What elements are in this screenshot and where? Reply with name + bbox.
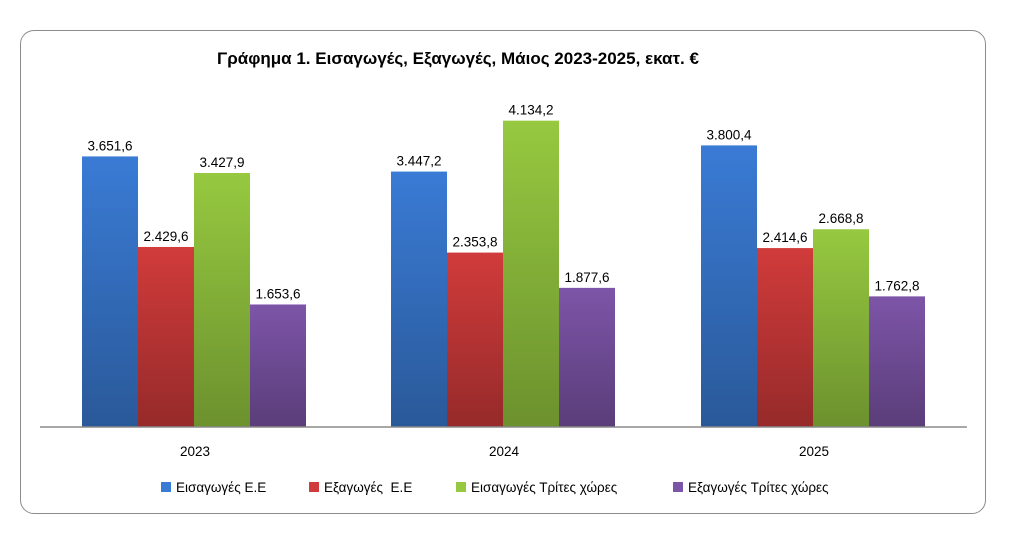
bar-2025-series-2 [757,248,813,427]
legend-label-3: Εισαγωγές Τρίτες χώρες [471,480,618,495]
legend-swatch-2 [309,482,319,492]
legend-label-4: Εξαγωγές Τρίτες χώρες [688,480,829,495]
bar-2024-series-1 [391,171,447,427]
legend-label-2: Εξαγωγές Ε.Ε [324,480,412,495]
x-tick-label-2024: 2024 [489,444,520,459]
data-label-2023-series-2: 2.429,6 [143,229,188,244]
data-label-2025-series-2: 2.414,6 [762,230,807,245]
bar-2025-series-3 [813,229,869,427]
chart-title: Γράφημα 1. Εισαγωγές, Εξαγωγές, Μάιος 20… [217,49,699,68]
x-tick-label-2023: 2023 [180,444,210,459]
data-label-2024-series-1: 3.447,2 [396,154,441,169]
legend-swatch-4 [673,482,683,492]
data-labels-group: 3.651,6 2.429,6 3.427,9 1.653,6 3.447,2 2.353… [87,103,919,302]
legend-label-1: Εισαγωγές Ε.Ε [176,480,266,495]
x-tick-label-2025: 2025 [799,444,829,459]
bar-2023-series-3 [194,172,250,427]
data-label-2025-series-3: 2.668,8 [818,211,863,226]
bar-2024-series-4 [559,287,615,427]
data-label-2024-series-3: 4.134,2 [508,103,553,118]
x-tick-labels-group: 2023 2024 2025 [180,444,829,459]
bar-2025-series-1 [701,145,757,427]
legend: Εισαγωγές Ε.Ε Εξαγωγές Ε.Ε Εισαγωγές Τρίτε… [161,480,829,495]
bar-2025-series-4 [869,296,925,427]
data-label-2023-series-3: 3.427,9 [199,155,244,170]
bar-2023-series-2 [138,246,194,427]
data-label-2023-series-4: 1.653,6 [255,286,300,301]
data-label-2025-series-1: 3.800,4 [706,127,752,142]
data-label-2024-series-2: 2.353,8 [452,235,497,250]
legend-swatch-3 [456,482,466,492]
data-label-2024-series-4: 1.877,6 [564,270,609,285]
data-label-2023-series-1: 3.651,6 [87,138,132,153]
bar-2023-series-4 [250,304,306,427]
bar-2023-series-1 [82,156,138,427]
bar-2024-series-2 [447,252,503,427]
data-label-2025-series-4: 1.762,8 [874,278,919,293]
legend-swatch-1 [161,482,171,492]
bars-group [82,120,925,428]
bar-2024-series-3 [503,120,559,428]
